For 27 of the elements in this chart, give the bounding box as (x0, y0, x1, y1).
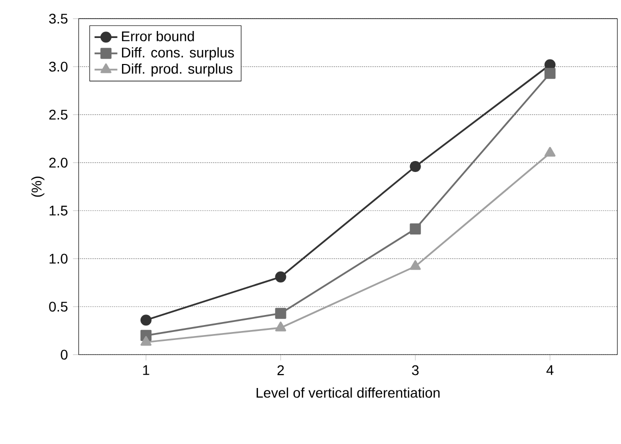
legend-label: Error bound (122, 31, 194, 42)
point (410, 160, 421, 172)
x-tick-label: 3 (412, 365, 419, 376)
point (410, 223, 421, 234)
point (140, 314, 152, 326)
x-tick-label: 4 (546, 365, 554, 375)
y-tick-label: 3.5 (49, 14, 68, 24)
point (544, 68, 556, 79)
point (275, 322, 286, 332)
y-tick-label: 2.5 (49, 110, 68, 120)
legend-label: Diff. cons. surplus (122, 47, 234, 60)
y-axis-title: (%) (31, 176, 44, 197)
y-tick-label: 2.0 (49, 158, 68, 168)
point (410, 260, 421, 270)
point (544, 146, 556, 157)
y-tick-label: 0 (60, 350, 68, 360)
x-axis-title: Level of vertical differentiation (256, 387, 440, 398)
legend-label: Diff. prod. surplus (122, 63, 232, 77)
y-tick-label: 1.5 (50, 206, 68, 216)
point (275, 308, 286, 319)
y-tick-label: 3.0 (49, 62, 68, 72)
point (140, 336, 152, 346)
x-tick-label: 1 (143, 365, 150, 375)
y-tick-label: 0.5 (49, 302, 68, 312)
y-tick-label: 1.0 (50, 254, 68, 264)
x-tick-label: 2 (277, 365, 284, 376)
point (275, 271, 286, 282)
